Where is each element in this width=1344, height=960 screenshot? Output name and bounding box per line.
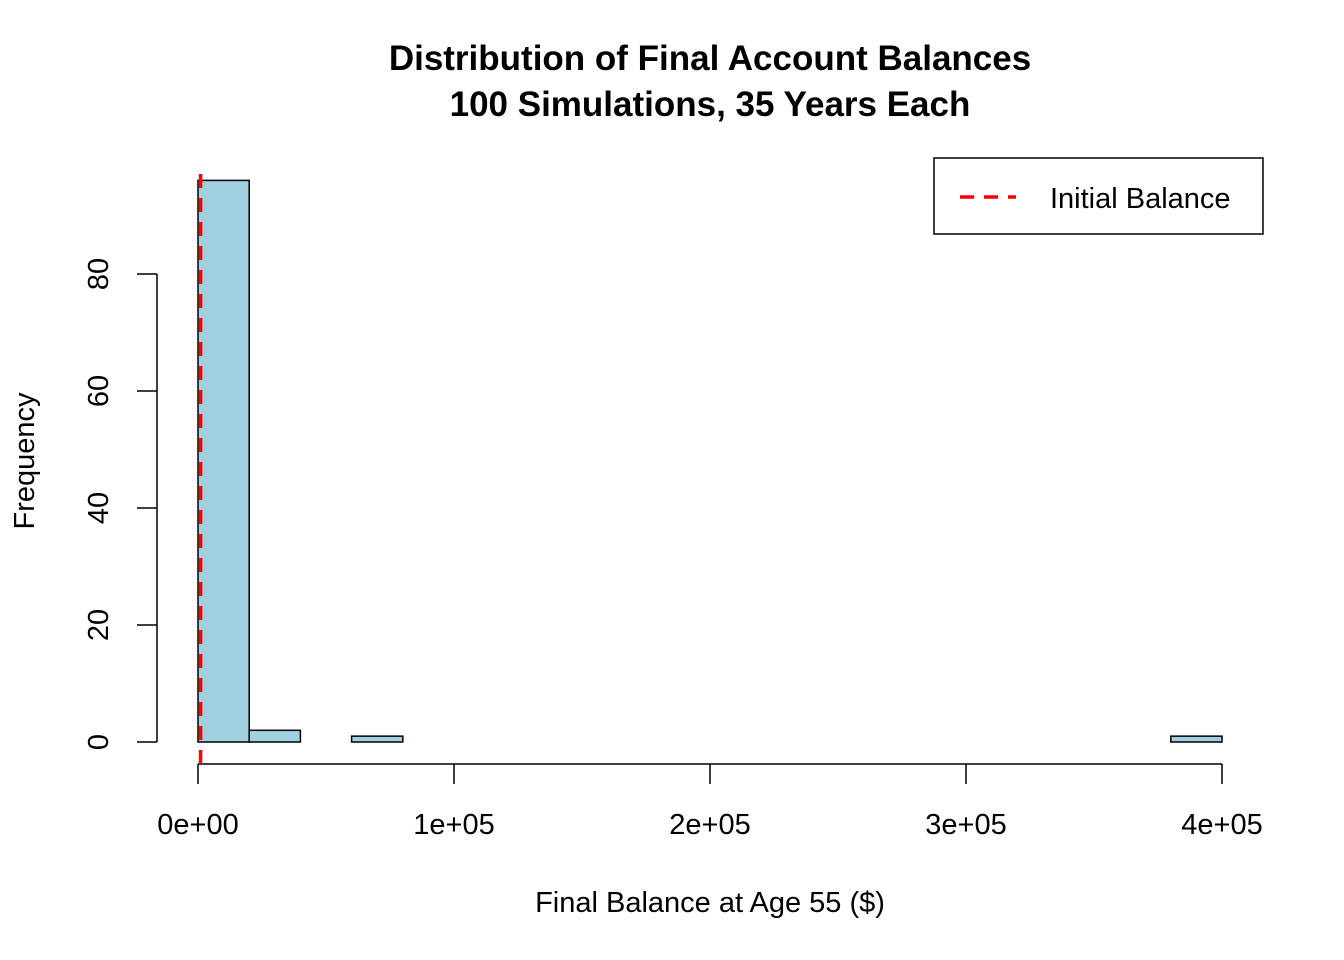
y-tick-label: 20 <box>83 609 115 641</box>
chart-title: Distribution of Final Account Balances <box>389 39 1031 78</box>
y-axis-label: Frequency <box>9 392 41 530</box>
histogram-bar-3 <box>350 735 404 743</box>
legend-label-initial-balance: Initial Balance <box>1050 183 1231 215</box>
y-axis: 0 20 40 60 80 <box>83 258 158 750</box>
x-axis: 0e+00 1e+05 2e+05 3e+05 4e+05 <box>157 763 1263 841</box>
histogram-bar-1 <box>248 729 302 743</box>
legend: Initial Balance <box>933 157 1264 235</box>
x-tick-label: 1e+05 <box>413 809 494 841</box>
x-tick-label: 2e+05 <box>669 809 750 841</box>
x-tick-label: 0e+00 <box>157 809 238 841</box>
x-tick-label: 3e+05 <box>925 809 1006 841</box>
chart-subtitle: 100 Simulations, 35 Years Each <box>450 85 971 124</box>
histogram-bars <box>197 179 1223 743</box>
y-tick-label: 0 <box>83 734 115 750</box>
y-tick-label: 80 <box>83 258 115 290</box>
x-axis-label: Final Balance at Age 55 ($) <box>535 887 885 919</box>
histogram-bar-19 <box>1170 735 1223 743</box>
histogram-bar-0 <box>197 179 250 743</box>
y-tick-label: 40 <box>83 492 115 524</box>
y-tick-label: 60 <box>83 375 115 407</box>
x-tick-label: 4e+05 <box>1181 809 1262 841</box>
